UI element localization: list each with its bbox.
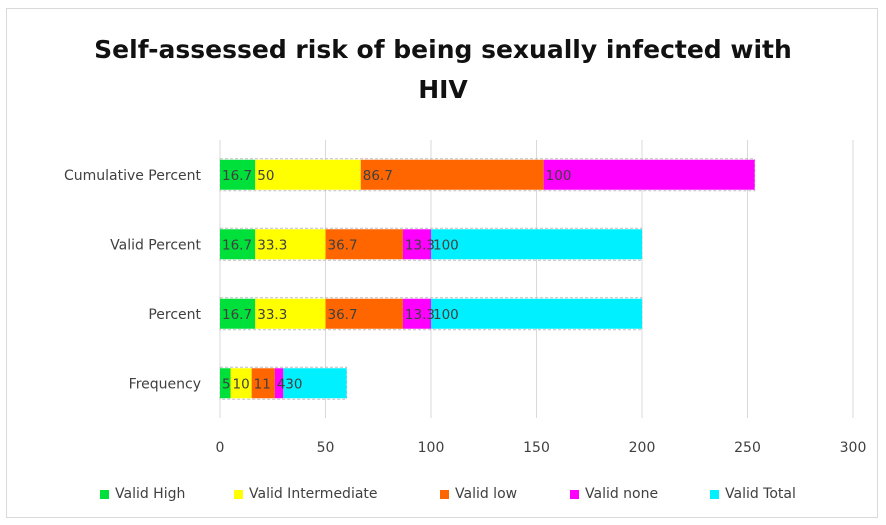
chart-title: Self-assessed risk of being sexually inf…: [94, 35, 792, 104]
bar-segment: [360, 159, 544, 190]
bar-segment: [220, 368, 231, 399]
bar-segment: [220, 159, 256, 190]
bar-segment: [402, 298, 431, 329]
legend-label: Valid none: [585, 486, 659, 502]
data-label: 33.3: [257, 307, 287, 323]
data-label: 100: [546, 168, 572, 184]
legend-item: Valid low: [440, 484, 517, 504]
data-label: 50: [257, 168, 274, 184]
legend-label: Valid Total: [725, 486, 796, 502]
legend: Valid High Valid Intermediate Valid low Val…: [0, 484, 886, 504]
bar-segment: [255, 229, 326, 260]
bar-segment: [230, 368, 252, 399]
x-tick-label: 300: [840, 440, 867, 456]
bar-segment: [431, 298, 642, 329]
data-label: 4: [277, 376, 286, 392]
data-label: 16.7: [222, 237, 252, 253]
data-label: 11: [254, 376, 271, 392]
data-label: 13.3: [405, 307, 435, 323]
category-label: Valid Percent: [110, 237, 201, 253]
category-label: Percent: [148, 307, 201, 323]
legend-swatch: [100, 489, 109, 499]
data-label: 10: [233, 376, 250, 392]
x-tick-label: 0: [216, 440, 225, 456]
legend-label: Valid Intermediate: [249, 486, 378, 502]
category-label: Frequency: [129, 376, 201, 392]
legend-swatch: [234, 489, 243, 499]
legend-swatch: [710, 489, 719, 499]
x-tick-label: 250: [734, 440, 761, 456]
bars: [219, 158, 756, 400]
data-label: 13.3: [405, 237, 435, 253]
chart-frame: [6, 8, 878, 518]
x-tick-label: 200: [629, 440, 656, 456]
x-tick-label: 100: [418, 440, 445, 456]
x-tick-label: 150: [523, 440, 550, 456]
data-label: 33.3: [257, 237, 287, 253]
bar-segment: [274, 368, 284, 399]
bar-segment: [325, 229, 403, 260]
data-label: 16.7: [222, 168, 252, 184]
data-label: 5: [222, 376, 231, 392]
bar-segment: [255, 159, 361, 190]
data-label: 100: [433, 237, 459, 253]
legend-label: Valid High: [115, 486, 186, 502]
x-tick-label: 50: [317, 440, 335, 456]
legend-item: Valid Intermediate: [234, 484, 378, 504]
bar-segment: [402, 229, 431, 260]
legend-label: Valid low: [455, 486, 518, 502]
data-label: 100: [433, 307, 459, 323]
data-label: 36.7: [328, 237, 358, 253]
category-labels: Frequency Percent Valid Percent Cumulative …: [64, 168, 202, 393]
legend-item: Valid Total: [710, 484, 796, 504]
data-label: 30: [285, 376, 302, 392]
bar-segment: [325, 298, 403, 329]
tick-labels: 0 50 100 150 200 250 300: [216, 440, 867, 456]
data-label: 86.7: [363, 168, 393, 184]
legend-item: Valid High: [100, 484, 185, 504]
legend-swatch: [570, 489, 579, 499]
bar-segment: [220, 298, 256, 329]
bar-segment: [543, 159, 755, 190]
bar-segment: [251, 368, 275, 399]
bar-segment: [220, 229, 256, 260]
data-label: 36.7: [328, 307, 358, 323]
legend-swatch: [440, 489, 449, 499]
category-label: Cumulative Percent: [64, 168, 202, 184]
bar-segment: [431, 229, 642, 260]
data-label: 16.7: [222, 307, 252, 323]
bar-segment: [283, 368, 347, 399]
legend-item: Valid none: [570, 484, 658, 504]
bar-segment: [255, 298, 326, 329]
